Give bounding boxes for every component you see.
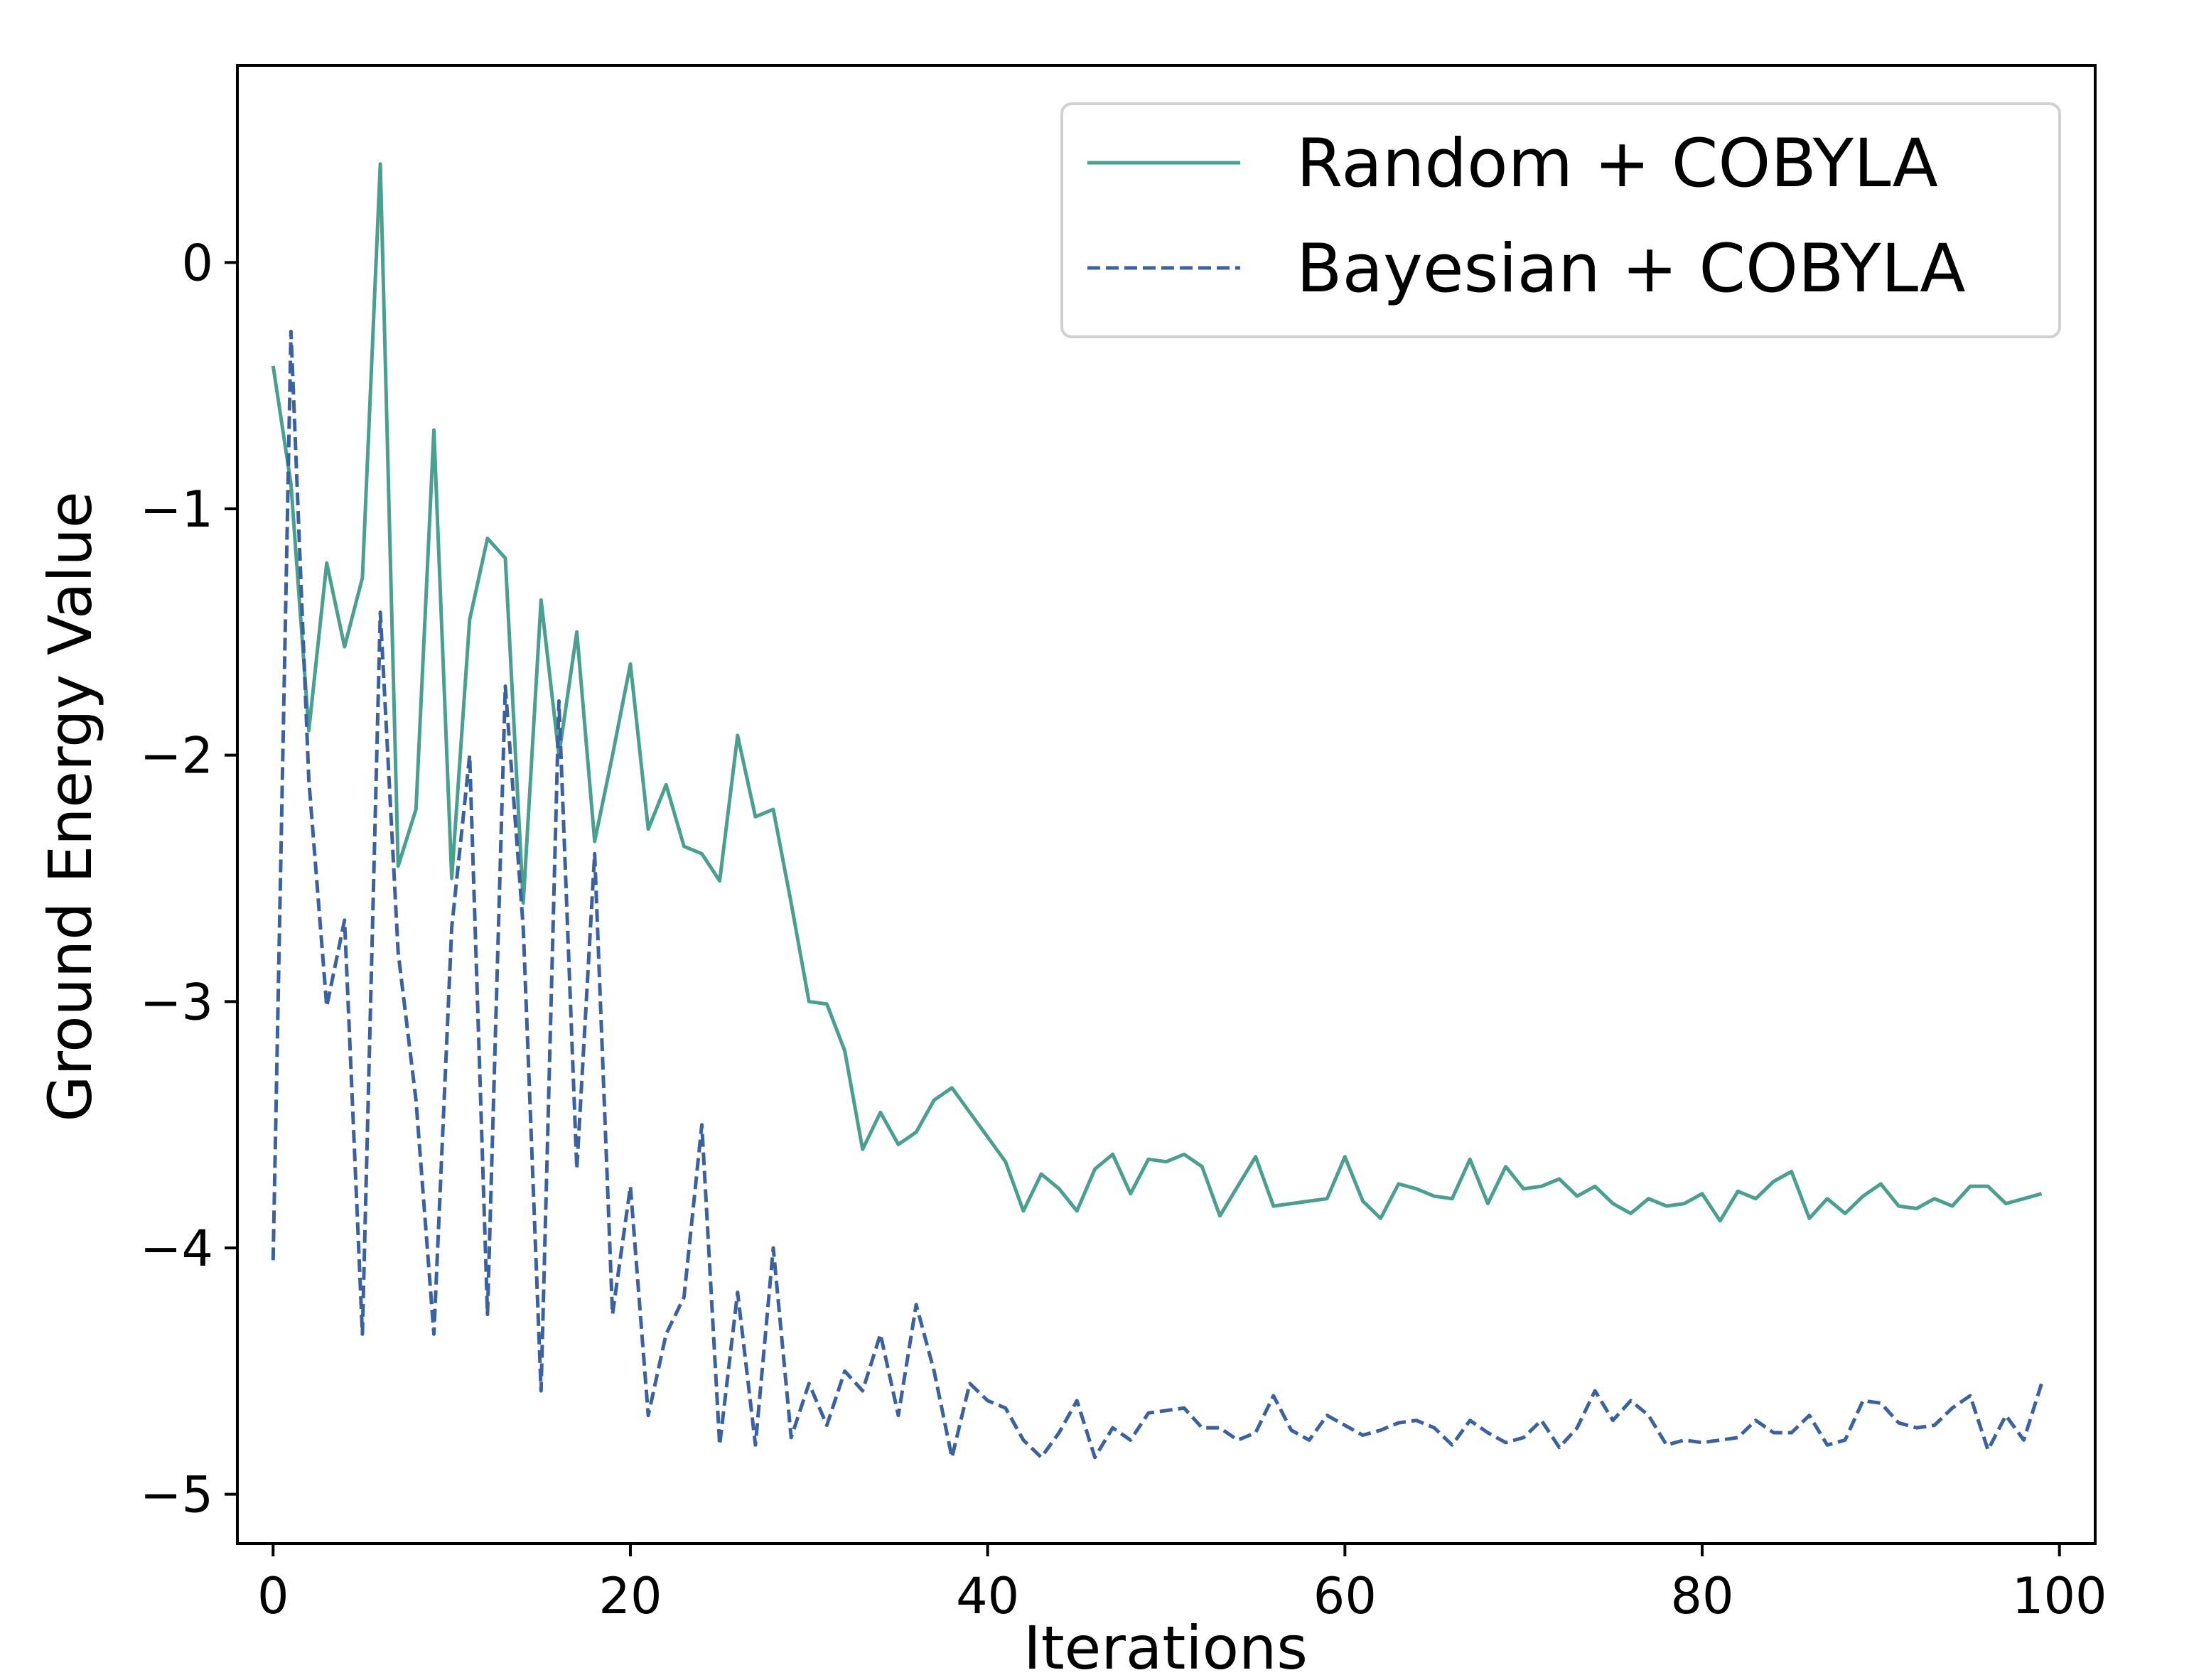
series-line-bayesian-cobyla [271,329,2043,1460]
x-tick-label: 100 [2012,1567,2107,1625]
plot-lines [271,162,2043,1460]
y-tick-label: 0 [181,234,213,292]
x-tick-label: 20 [598,1567,662,1625]
y-tick-label: −5 [140,1466,213,1524]
x-tick-label: 40 [956,1567,1019,1625]
y-tick-label: −4 [140,1219,213,1278]
x-axis-ticks: 0 20 40 60 80 100 [257,1544,2107,1625]
y-tick-label: −3 [140,973,213,1031]
legend-box [1060,102,2061,338]
x-tick-label: 80 [1670,1567,1733,1625]
legend-label-bayesian-cobyla: Bayesian + COBYLA [1296,230,1966,308]
legend: Random + COBYLA Bayesian + COBYLA [1060,102,2061,338]
x-tick-label: 0 [257,1567,289,1625]
y-tick-label: −2 [140,727,213,785]
y-axis-title: Ground Energy Value [36,491,105,1121]
x-tick-label: 60 [1313,1567,1377,1625]
x-axis-title: Iterations [1023,1613,1308,1680]
legend-label-random-cobyla: Random + COBYLA [1296,125,1938,203]
plot-area-frame [236,64,2097,1545]
y-axis-ticks: 0 −1 −2 −3 −4 −5 [140,234,237,1524]
y-tick-label: −1 [140,480,213,539]
series-line-random-cobyla [271,162,2043,1223]
